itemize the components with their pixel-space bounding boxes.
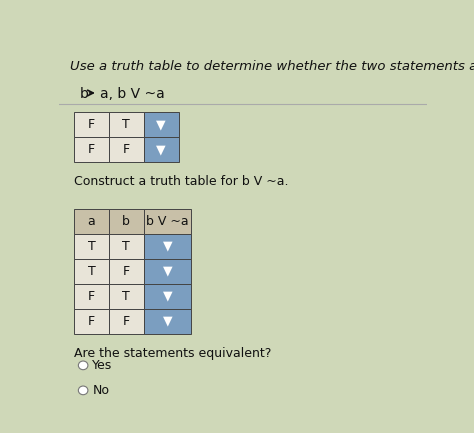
Text: ▼: ▼ [156, 118, 166, 131]
FancyBboxPatch shape [144, 234, 191, 259]
FancyBboxPatch shape [109, 234, 144, 259]
FancyBboxPatch shape [144, 112, 179, 137]
FancyBboxPatch shape [144, 259, 191, 284]
Text: Are the statements equivalent?: Are the statements equivalent? [74, 347, 271, 360]
FancyBboxPatch shape [109, 309, 144, 334]
Circle shape [78, 361, 88, 370]
Text: T: T [122, 118, 130, 131]
FancyBboxPatch shape [144, 309, 191, 334]
FancyBboxPatch shape [109, 112, 144, 137]
Text: b: b [122, 215, 130, 228]
Text: a, b V ~a: a, b V ~a [100, 87, 165, 101]
Text: T: T [122, 240, 130, 253]
Text: F: F [123, 265, 130, 278]
Text: T: T [88, 265, 95, 278]
Circle shape [78, 386, 88, 395]
Text: Use a truth table to determine whether the two statements are equivalent.: Use a truth table to determine whether t… [70, 60, 474, 73]
Text: ▼: ▼ [163, 290, 173, 303]
FancyBboxPatch shape [74, 284, 109, 309]
Text: Construct a truth table for b V ~a.: Construct a truth table for b V ~a. [74, 175, 289, 188]
Text: F: F [88, 315, 95, 328]
FancyBboxPatch shape [74, 137, 109, 162]
Text: F: F [123, 315, 130, 328]
FancyBboxPatch shape [109, 209, 144, 234]
Text: T: T [88, 240, 95, 253]
FancyBboxPatch shape [144, 284, 191, 309]
FancyBboxPatch shape [144, 137, 179, 162]
Text: ▼: ▼ [163, 315, 173, 328]
Text: No: No [92, 384, 109, 397]
Text: F: F [88, 118, 95, 131]
Text: F: F [88, 143, 95, 156]
Text: T: T [122, 290, 130, 303]
FancyBboxPatch shape [144, 209, 191, 234]
FancyBboxPatch shape [74, 259, 109, 284]
FancyBboxPatch shape [109, 284, 144, 309]
FancyBboxPatch shape [74, 209, 109, 234]
FancyBboxPatch shape [109, 137, 144, 162]
Text: ▼: ▼ [156, 143, 166, 156]
Text: ▼: ▼ [163, 240, 173, 253]
Text: a: a [88, 215, 95, 228]
FancyBboxPatch shape [74, 309, 109, 334]
Text: Yes: Yes [92, 359, 112, 372]
Text: b V ~a: b V ~a [146, 215, 189, 228]
FancyBboxPatch shape [109, 259, 144, 284]
FancyBboxPatch shape [74, 234, 109, 259]
Text: F: F [123, 143, 130, 156]
Text: b: b [80, 87, 88, 101]
FancyBboxPatch shape [74, 112, 109, 137]
Text: ▼: ▼ [163, 265, 173, 278]
Text: F: F [88, 290, 95, 303]
